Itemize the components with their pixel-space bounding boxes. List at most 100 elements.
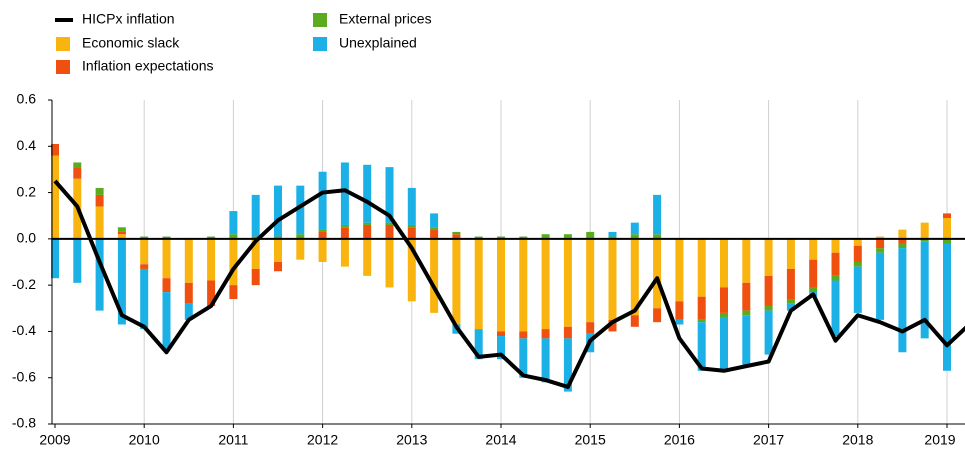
bar-segment [630, 222, 639, 235]
bar-segment [117, 238, 126, 325]
x-tick-label: 2017 [753, 432, 784, 448]
legend-label: Economic slack [82, 35, 180, 51]
bar-segment [340, 162, 349, 225]
bar-segment [363, 224, 372, 239]
bar-segment [296, 185, 305, 235]
bar-segment [720, 317, 728, 371]
bar-segment [586, 322, 595, 334]
bar-segment [786, 268, 795, 300]
bar-segment [653, 238, 662, 309]
bar-segment [786, 299, 795, 304]
bar-segment [541, 338, 550, 383]
bar-segment [653, 194, 662, 235]
bar-segment [162, 238, 171, 279]
bar-segment [117, 234, 126, 239]
bar-segment [430, 238, 439, 313]
bar-segment [95, 187, 104, 195]
bar-segment [363, 238, 372, 276]
bar-segment [51, 155, 59, 239]
bar-segment [943, 238, 951, 244]
x-tick-label: 2009 [39, 432, 70, 448]
bar-segment [720, 287, 728, 313]
bar-segment [73, 238, 82, 283]
bar-segment [653, 308, 662, 323]
bar-segment [452, 234, 461, 239]
bar-segment [831, 280, 840, 337]
bar-segment [363, 164, 372, 223]
bar-segment [274, 238, 282, 262]
bar-segment [563, 238, 572, 327]
y-tick-label: -0.2 [12, 276, 36, 292]
y-tick-label: -0.4 [12, 322, 36, 338]
bar-segment [697, 238, 706, 297]
bar-segment [497, 331, 505, 337]
bar-segment [519, 338, 528, 378]
y-tick-label: 0.4 [17, 137, 37, 153]
bar-segment [296, 238, 305, 260]
bar-segment [497, 336, 505, 360]
bar-segment [474, 238, 483, 330]
bar-segment [898, 229, 907, 239]
bar-segment [608, 231, 617, 237]
bar-segment [831, 252, 840, 276]
bar-segment [184, 282, 193, 304]
bar-segment [519, 331, 528, 339]
bar-segment [340, 227, 349, 239]
bar-segment [318, 231, 327, 239]
bar-segment [697, 319, 706, 323]
bar-segment [207, 280, 216, 306]
bar-segment [162, 236, 171, 239]
bar-segment [630, 315, 639, 327]
bar-segment [140, 264, 149, 269]
bar-segment [853, 262, 862, 267]
bar-segment [586, 238, 595, 323]
x-tick-label: 2011 [218, 432, 248, 448]
bar-segment [563, 338, 572, 392]
bar-segment [229, 211, 238, 235]
bar-segment [207, 238, 216, 281]
x-tick-label: 2010 [129, 432, 160, 448]
bar-segment [229, 285, 238, 300]
bar-segment [853, 245, 862, 262]
bar-segment [876, 252, 885, 320]
bar-segment [117, 231, 126, 235]
bar-segment [920, 241, 929, 339]
bar-segment [519, 238, 528, 332]
bar-segment [519, 236, 528, 239]
bar-segment [541, 238, 550, 330]
y-tick-label: 0.6 [17, 91, 37, 107]
bar-segment [876, 248, 885, 253]
bar-segment [340, 238, 349, 267]
bar-segment [586, 231, 595, 239]
x-tick-label: 2016 [664, 432, 695, 448]
bar-segment [764, 305, 773, 311]
lines [53, 179, 965, 389]
legend-swatch [56, 37, 70, 51]
legend-label: Unexplained [339, 35, 417, 51]
bar-segment [318, 229, 327, 232]
y-tick-label: 0.0 [17, 230, 37, 246]
bar-segment [184, 303, 193, 320]
axes [48, 99, 965, 428]
bar-segment [853, 266, 862, 313]
bar-segment [831, 275, 840, 281]
bar-segment [430, 227, 439, 230]
bar-segment [876, 238, 885, 249]
bar-segment [943, 243, 951, 371]
bar-segment [385, 238, 394, 288]
bar-segment [274, 236, 282, 239]
bar-segment [73, 162, 82, 168]
bar-segment [162, 292, 171, 350]
bar-segment [474, 236, 483, 239]
bar-segment [274, 262, 282, 272]
bar-segment [943, 213, 951, 219]
line [53, 179, 965, 389]
bar-segment [541, 234, 550, 239]
bar-segment [95, 238, 104, 311]
bar-segment [73, 167, 82, 179]
legend-swatch [313, 13, 327, 27]
bar-segment [296, 234, 305, 239]
bar-segment [184, 238, 193, 283]
bar-segment [742, 238, 751, 283]
